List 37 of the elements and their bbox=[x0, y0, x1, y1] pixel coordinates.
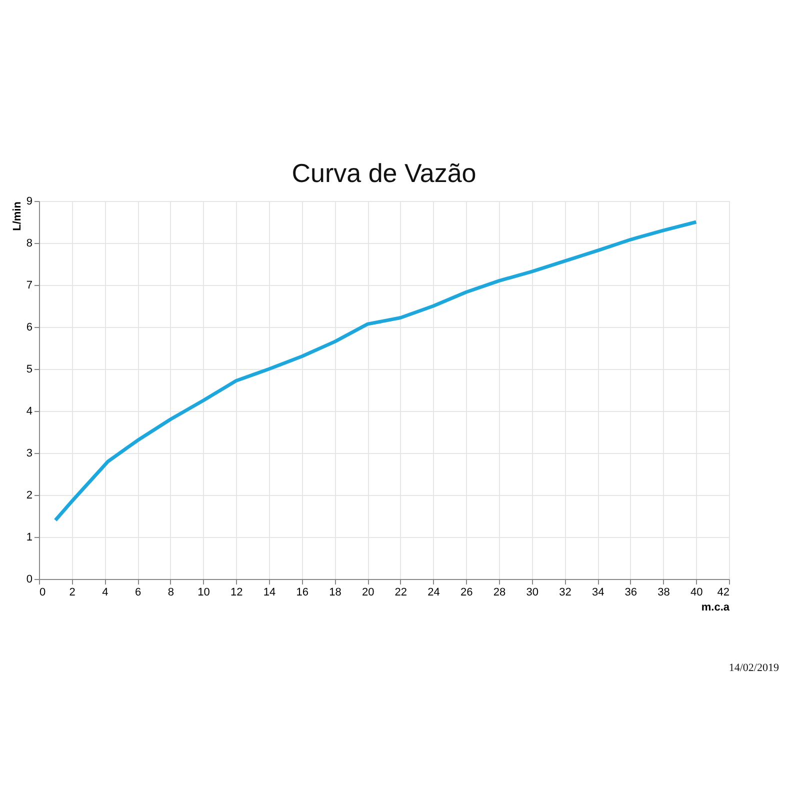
x-tick-label: 12 bbox=[230, 586, 243, 598]
y-tick-label: 6 bbox=[26, 322, 32, 334]
y-tick-label: 5 bbox=[26, 364, 32, 376]
x-axis-title: m.c.a bbox=[701, 602, 730, 614]
x-tick-label: 10 bbox=[198, 586, 210, 598]
x-tick-label: 14 bbox=[263, 586, 276, 598]
x-tick-label: 8 bbox=[168, 586, 174, 598]
x-tick-label: 30 bbox=[526, 586, 538, 598]
y-tick-label: 1 bbox=[26, 532, 32, 544]
y-tick-label: 9 bbox=[26, 196, 32, 208]
x-tick-label: 24 bbox=[428, 586, 440, 598]
x-tick-label: 34 bbox=[592, 586, 604, 598]
x-tick-label: 4 bbox=[102, 586, 108, 598]
y-tick-label: 0 bbox=[26, 574, 32, 586]
x-tick-label: 38 bbox=[658, 586, 670, 598]
x-tick-label: 22 bbox=[394, 586, 408, 598]
x-tick-label: 40 bbox=[690, 586, 703, 598]
x-tick-label: 0 bbox=[40, 586, 46, 598]
y-tick-label: 2 bbox=[26, 490, 32, 502]
y-tick-label: 7 bbox=[26, 280, 32, 292]
x-tick-label: 36 bbox=[624, 586, 638, 598]
x-tick-label: 18 bbox=[329, 586, 342, 598]
x-tick-label: 20 bbox=[362, 586, 374, 598]
y-tick-label: 4 bbox=[26, 406, 32, 418]
x-tick-label: 16 bbox=[296, 586, 308, 598]
x-tick-label: 6 bbox=[135, 586, 142, 598]
x-tick-label: 26 bbox=[460, 586, 473, 598]
line-series bbox=[54, 220, 698, 522]
x-tick-label: 2 bbox=[69, 586, 76, 598]
x-tick-label: 28 bbox=[493, 586, 506, 598]
y-tick-label: 3 bbox=[26, 448, 32, 460]
x-tick-label: 42 bbox=[717, 586, 730, 598]
chart-title: Curva de Vazão bbox=[292, 158, 476, 188]
y-axis-title: L/min bbox=[11, 201, 24, 231]
y-tick-label: 8 bbox=[26, 238, 32, 250]
x-tick-label: 32 bbox=[559, 586, 572, 598]
text: 14/02/2019 bbox=[728, 662, 780, 674]
